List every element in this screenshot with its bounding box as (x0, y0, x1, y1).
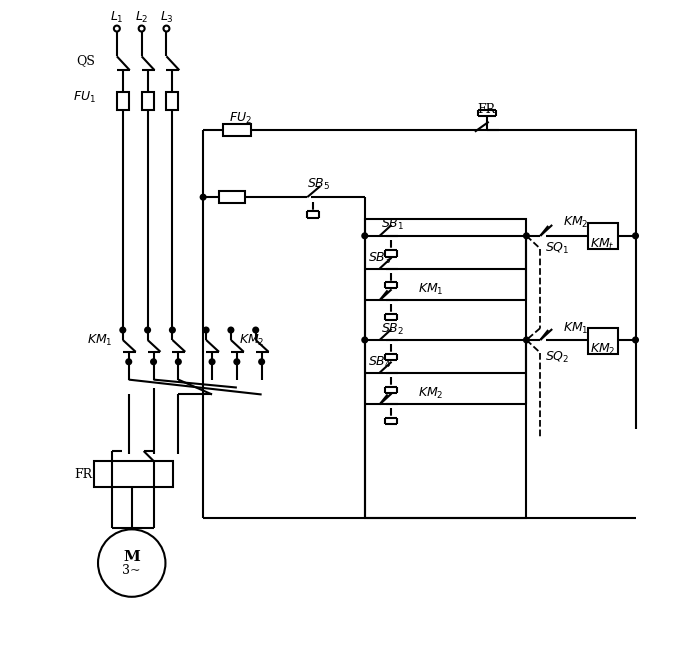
Circle shape (228, 327, 234, 333)
Circle shape (524, 337, 529, 343)
Bar (94, 461, 173, 487)
Circle shape (234, 359, 240, 364)
Circle shape (633, 337, 638, 343)
Text: 3~: 3~ (123, 564, 141, 576)
Circle shape (259, 359, 264, 364)
Bar (167, 92, 178, 110)
Bar (223, 124, 250, 136)
Text: $L_1$: $L_1$ (110, 10, 124, 25)
Text: $KM_2$: $KM_2$ (239, 333, 265, 347)
Text: FR: FR (478, 104, 496, 116)
Circle shape (114, 25, 120, 31)
Text: $FU_2$: $FU_2$ (230, 112, 253, 126)
Circle shape (151, 359, 156, 364)
Text: M: M (123, 550, 140, 564)
Circle shape (253, 327, 258, 333)
Text: $FU_1$: $FU_1$ (72, 90, 95, 104)
Bar (219, 191, 245, 203)
Circle shape (362, 233, 367, 238)
Text: $KM_1$: $KM_1$ (87, 333, 113, 347)
Text: $SQ_2$: $SQ_2$ (545, 350, 569, 365)
Bar (117, 92, 129, 110)
Circle shape (139, 25, 145, 31)
Text: $L_3$: $L_3$ (160, 10, 173, 25)
Text: $KM_1$: $KM_1$ (418, 282, 444, 297)
Text: $KM_1$: $KM_1$ (563, 321, 589, 335)
Text: $SB_4$: $SB_4$ (368, 355, 391, 370)
Circle shape (362, 337, 367, 343)
Text: $KM_2$: $KM_2$ (418, 386, 444, 401)
Circle shape (121, 327, 125, 333)
Circle shape (204, 327, 209, 333)
Bar (588, 328, 617, 354)
Circle shape (98, 529, 165, 597)
Circle shape (210, 359, 215, 364)
Circle shape (176, 359, 181, 364)
Circle shape (127, 359, 131, 364)
Bar (141, 92, 154, 110)
Circle shape (524, 233, 529, 238)
Text: $KM_2$: $KM_2$ (563, 215, 589, 230)
Text: $SB_2$: $SB_2$ (381, 321, 404, 337)
Circle shape (145, 327, 150, 333)
Text: $KM_t$: $KM_t$ (590, 237, 615, 253)
Circle shape (633, 233, 638, 238)
Text: $SB_3$: $SB_3$ (368, 251, 391, 266)
Text: $SQ_1$: $SQ_1$ (545, 241, 570, 257)
Text: FR: FR (74, 468, 92, 482)
Text: $SB_5$: $SB_5$ (307, 177, 330, 192)
Bar (365, 219, 527, 518)
Circle shape (200, 194, 206, 200)
Text: $KM_2$: $KM_2$ (590, 342, 615, 357)
Circle shape (163, 25, 169, 31)
Text: $L_2$: $L_2$ (135, 10, 148, 25)
Bar (588, 223, 617, 248)
Text: $SB_1$: $SB_1$ (381, 217, 404, 232)
Text: QS: QS (77, 54, 95, 67)
Circle shape (170, 327, 175, 333)
